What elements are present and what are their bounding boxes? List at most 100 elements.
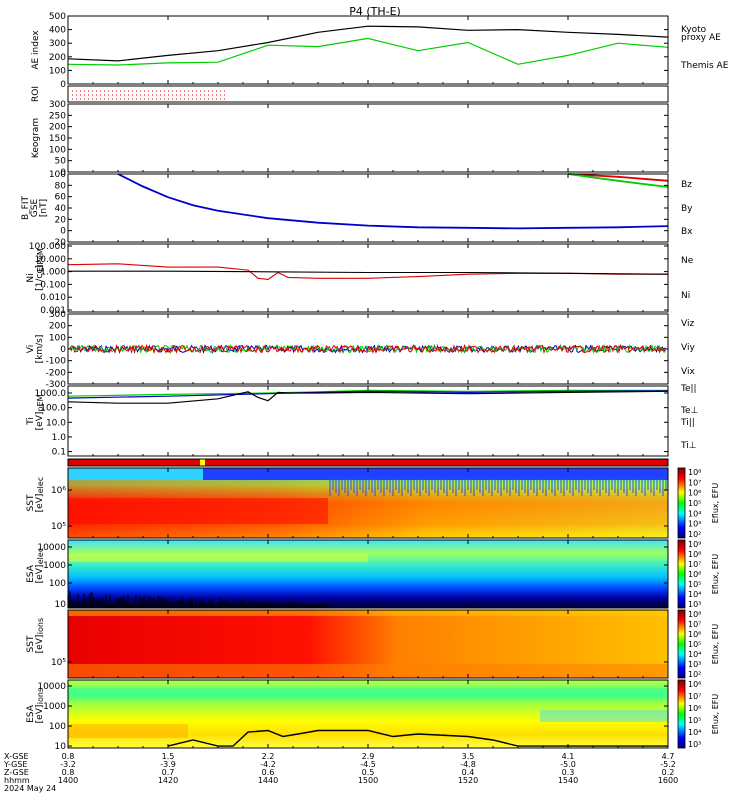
ephemeris-value: 0.8 [62, 752, 75, 761]
sst_i-cbar-tick: 10⁷ [688, 620, 701, 629]
x-tick-label: 1420 [158, 776, 178, 785]
density-legend-1: Ni [681, 291, 690, 301]
velocity-ytick-label: 100 [49, 333, 66, 343]
sst_e-cbar-tick: 10⁷ [688, 478, 701, 487]
ephemeris-value: 0.6 [262, 768, 275, 777]
keogram-ylabel-0: Keogram [31, 118, 41, 158]
mode-bar [68, 459, 668, 466]
bfield-series-bx [117, 173, 669, 230]
ephemeris-value: 3.5 [462, 752, 475, 761]
esa_e-cbar-tick: 10⁴ [688, 590, 701, 599]
esa_i-ylabel-small: ions [36, 688, 45, 704]
esa_e-cbar-tick: 10⁸ [688, 550, 701, 559]
temp-legend-0: Te|| [680, 384, 697, 394]
temp-ytick-label: 100.0 [40, 404, 66, 414]
keogram-ytick-label: 0 [60, 168, 66, 178]
ae-ytick-label: 400 [49, 26, 66, 36]
bfield-ytick-label: 60 [55, 193, 67, 203]
ephemeris-value: 0.2 [662, 768, 675, 777]
roi-ylabel-0: ROI [31, 86, 41, 102]
density-ytick-label: 0.100 [40, 280, 66, 290]
esa_i-ytick-label: 1000 [43, 702, 66, 712]
esa_i-ylabel-0: ESA [26, 704, 36, 723]
sst_e-cbar-label: Eflux, EFU [711, 483, 720, 524]
temp-ytick-label: 1000.0 [35, 389, 67, 399]
sst_i-cbar-tick: 10⁶ [688, 630, 701, 639]
sst_e-cbar-tick: 10⁶ [688, 489, 701, 498]
bfield-ylabel-0: B_FIT [21, 196, 31, 221]
esa_e-ytick-label: 10 [55, 600, 67, 610]
mode-bar-highlight [200, 459, 205, 466]
bfield-ylabel-2: [nT] [39, 199, 49, 217]
esa-i-band [68, 688, 668, 700]
sst_e-colorbar [677, 467, 686, 539]
esa-i-overlay-curve [167, 729, 668, 747]
sst-i-bottom-band [68, 664, 668, 678]
temp-legend-3: Ti⊥ [680, 441, 697, 451]
esa_e-ytick-label: 10000 [37, 543, 66, 553]
esa_i-cbar-tick: 10⁵ [688, 716, 701, 725]
esa_i-ylabel-1: [eV] [35, 705, 45, 724]
esa_i-cbar-tick: 10⁴ [688, 728, 701, 737]
density-ytick-label: 10.000 [35, 255, 67, 265]
ae-ytick-label: 500 [49, 12, 66, 22]
sst_e-cbar-tick: 10⁴ [688, 509, 701, 518]
esa_i-cbar-tick: 10⁶ [688, 704, 701, 713]
esa_i-cbar-tick: 10⁸ [688, 680, 701, 689]
ae-ylabel-0: AE index [31, 30, 41, 70]
esa_e-ytick-label: 100 [49, 579, 66, 589]
keogram-ytick-label: 200 [49, 123, 66, 133]
bfield-ytick-label: 40 [55, 204, 67, 214]
esa-i-orange [68, 724, 188, 738]
ae-series-kyoto [67, 37, 669, 66]
esa_i-cbar-tick: 10³ [688, 740, 701, 749]
esa_e-colorbar [677, 539, 686, 609]
ephemeris-value: -5.2 [660, 760, 676, 769]
ae-ytick-label: 100 [49, 66, 66, 76]
esa-e-heatmap [68, 540, 668, 608]
density-ytick-label: 1.000 [40, 268, 66, 278]
ephemeris-value: -4.2 [260, 760, 276, 769]
velocity-ytick-label: -200 [46, 368, 67, 378]
ae-ytick-label: 0 [60, 80, 66, 90]
ephemeris-value: -4.8 [460, 760, 476, 769]
bfield-ytick-label: 100 [49, 170, 66, 180]
velocity-ytick-label: 300 [49, 310, 66, 320]
temp-series-tiparpar [67, 389, 668, 397]
ephemeris-value: -5.0 [560, 760, 576, 769]
velocity-ytick-label: -300 [46, 380, 67, 390]
density-series-ni [68, 270, 669, 275]
ae-legend-2: Themis AE [680, 61, 729, 71]
x-tick-label: 1540 [558, 776, 578, 785]
ephemeris-value: 2.2 [262, 752, 275, 761]
density-ylabel-0: Ni [26, 273, 36, 282]
ephemeris-value: 0.7 [162, 768, 175, 777]
temp-ytick-label: 1.0 [52, 433, 67, 443]
density-ylabel-small: ElPeM [36, 248, 45, 272]
esa_e-ytick-label: 1000 [43, 561, 66, 571]
x-tick-label: 1600 [658, 776, 678, 785]
bfield-panel-frame [67, 173, 669, 243]
sst_e-cbar-tick: 10³ [688, 520, 701, 529]
bfield-ytick-label: 0 [60, 227, 66, 237]
bfield-legend-2: Bx [681, 227, 693, 237]
sst_i-ylabel-1: [eV] [35, 635, 45, 654]
x-tick-label: 1400 [58, 776, 78, 785]
ephemeris-label-3: hhmm [4, 776, 30, 785]
plot-title: P4 (TH-E) [349, 5, 401, 18]
ephemeris-label-4: 2024 May 24 [4, 784, 56, 793]
bfield-ytick-label: 80 [55, 181, 67, 191]
esa_e-cbar-tick: 10⁶ [688, 570, 701, 579]
temp-legend-1: Te⊥ [680, 406, 699, 416]
ephemeris-value: 2.9 [362, 752, 375, 761]
bfield-legend-0: Bz [681, 180, 692, 190]
esa_e-ylabel-small: elec [36, 548, 45, 564]
velocity-legend-2: Vix [681, 367, 695, 377]
sst_e-cbar-tick: 10⁸ [688, 468, 701, 477]
ephemeris-value: -3.9 [160, 760, 176, 769]
velocity-ylabel-0: Vi [26, 345, 36, 353]
esa_i-cbar-tick: 10⁷ [688, 692, 701, 701]
ephemeris-label-2: Z-GSE [4, 768, 29, 777]
bfield-ytick-label: -20 [51, 238, 66, 248]
